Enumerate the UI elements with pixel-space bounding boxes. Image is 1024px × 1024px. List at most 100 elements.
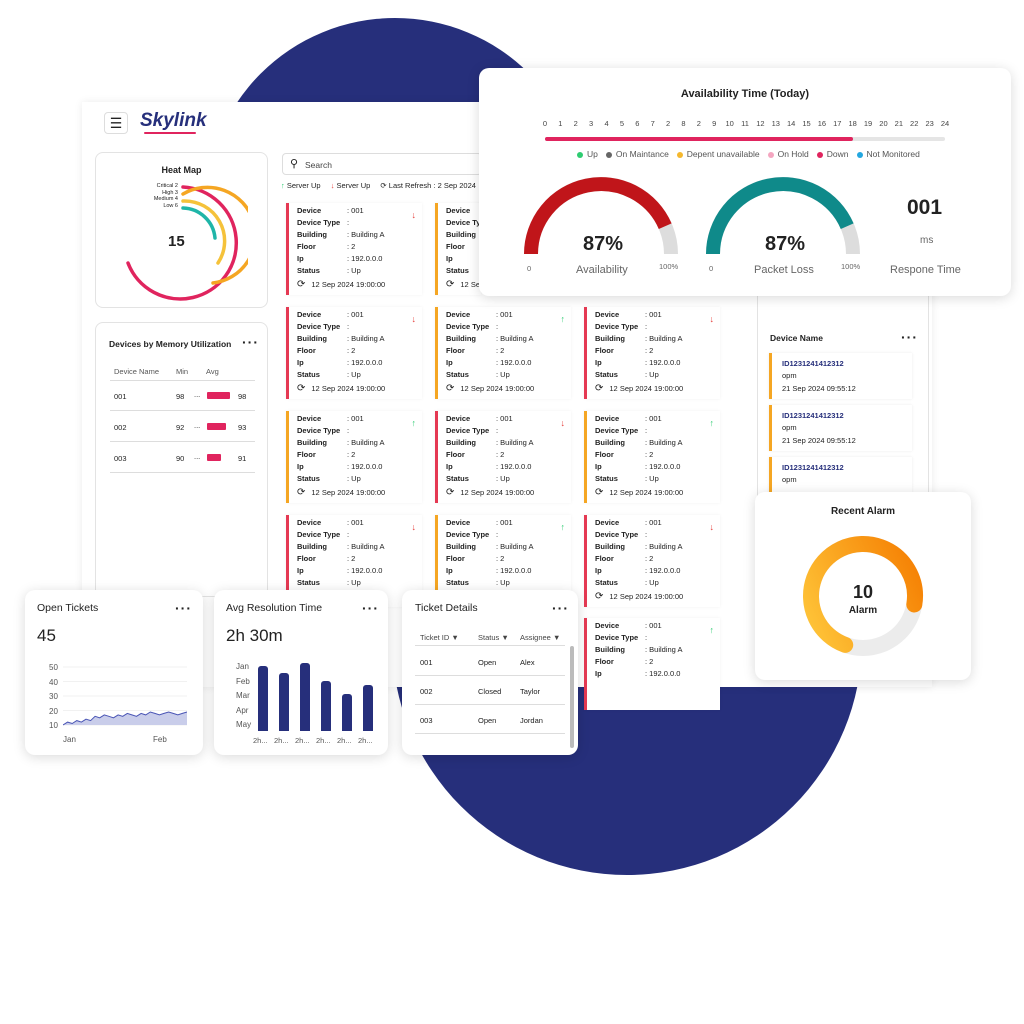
device-card[interactable]: Device: 001 Device Typ: Building: Building…: [435, 203, 481, 295]
hour-label: 2: [696, 119, 701, 128]
legend-dot-icon: [605, 151, 612, 158]
open-tickets-chart: [63, 666, 187, 726]
device-field-building: Building: Building A: [297, 542, 385, 551]
ticket-status-header[interactable]: Status ▼: [478, 633, 509, 642]
heat-map-panel: Heat Map Critical 2 High 3 Medium 4 Low …: [95, 152, 268, 308]
memory-row[interactable]: 002 92... 93: [110, 416, 255, 442]
ticket-scrollbar[interactable]: [570, 646, 574, 748]
device-field-floor: Floor: 2: [446, 554, 505, 563]
device-field-ip: Ip: 192.0.0.0: [446, 566, 532, 575]
availability-legend: Up On Maintance Depent unavailable On Hold D…: [569, 149, 920, 159]
arrow-down-icon: ↓: [560, 418, 566, 428]
y-tick-label: 30: [49, 692, 58, 701]
device-field-floor: Floor: 2: [297, 242, 356, 251]
open-tickets-line: [63, 711, 187, 726]
ticket-details-title: Ticket Details: [415, 602, 478, 614]
hour-label: 17: [833, 119, 842, 128]
memory-avg-bar: [207, 392, 230, 399]
memory-header-min: Min: [176, 367, 189, 376]
server-up-label-2: Server Up: [336, 181, 371, 190]
device-field-type: Device Type:: [595, 322, 648, 331]
device-card[interactable]: Device: 001 Device Type: Building: Buildin…: [584, 515, 720, 607]
device-field-type: Device Type:: [595, 633, 648, 642]
open-tickets-value: 45: [37, 626, 56, 645]
device-card[interactable]: Device: 001 Device Type: Building: Buildin…: [286, 203, 422, 295]
ticket-details-more-icon[interactable]: ···: [552, 600, 569, 616]
memory-avg-bar: [207, 454, 221, 461]
legend-label: Down: [826, 149, 849, 159]
server-down-arrow-icon: ↓: [330, 181, 335, 190]
memory-row-min: 98: [176, 392, 185, 401]
device-card[interactable]: Device: 001 Device Type: Building: Buildin…: [435, 307, 571, 399]
resolution-bar: [258, 666, 268, 731]
device-field-ip: Ip: 192.0.0.0: [595, 462, 681, 471]
sync-icon[interactable]: ⟳: [297, 487, 306, 498]
sync-icon[interactable]: ⟳: [595, 383, 604, 394]
status-bar: ↑ Server Up ↓ Server Up ⟳ Last Refresh :…: [281, 181, 476, 190]
device-card[interactable]: Device: 001 Device Type: Building: Buildin…: [584, 411, 720, 503]
menu-icon[interactable]: ☰: [104, 112, 128, 134]
hour-label: 4: [604, 119, 609, 128]
device-field-type: Device Type:: [297, 530, 350, 539]
device-card[interactable]: Device: 001 Device Type: Building: Buildin…: [286, 411, 422, 503]
ticket-id-header[interactable]: Ticket ID ▼: [420, 633, 459, 642]
server-up-arrow-icon: ↑: [281, 181, 285, 190]
sync-icon[interactable]: ⟳: [595, 591, 604, 602]
device-card[interactable]: Device: 001 Device Type: Building: Buildin…: [435, 411, 571, 503]
device-field-floor: Floor: 2: [595, 554, 654, 563]
memory-row[interactable]: 001 98... 98: [110, 385, 255, 411]
device-field-status: Status: Up: [595, 370, 659, 379]
sync-icon[interactable]: ⟳: [297, 383, 306, 394]
hour-label: 20: [879, 119, 888, 128]
open-tickets-more-icon[interactable]: ···: [175, 600, 192, 616]
device-name-item[interactable]: ID1231241412312 opm 21 Sep 2024 09:55:12: [769, 405, 912, 451]
ticket-row[interactable]: 001 Open Alex: [415, 648, 565, 676]
device-field-floor: Floor: 2: [446, 346, 505, 355]
device-timestamp: ⟳12 Sep 2024 19:00:00: [446, 383, 535, 394]
ticket-assignee-header[interactable]: Assignee ▼: [520, 633, 561, 642]
memory-header-device: Device Name: [114, 367, 160, 376]
sync-icon[interactable]: ⟳: [595, 487, 604, 498]
arrow-up-icon: ↑: [560, 522, 566, 532]
device-field-floor: Floor: 2: [595, 450, 654, 459]
device-field-device: Device: 001: [595, 621, 662, 630]
ticket-details-card: Ticket Details ··· Ticket ID ▼ Status ▼ …: [402, 590, 578, 755]
device-card[interactable]: Device: 001 Device Type: Building: Buildin…: [286, 307, 422, 399]
sync-icon[interactable]: ⟳: [446, 383, 455, 394]
ticket-id: 003: [420, 716, 433, 725]
packet-loss-max: 100%: [841, 262, 861, 271]
device-field-ip: Ip: 192.0.0.0: [595, 669, 681, 678]
hour-label: 9: [712, 119, 717, 128]
avg-resolution-card: Avg Resolution Time ··· 2h 30m Jan Feb Mar…: [214, 590, 388, 755]
memory-row[interactable]: 003 90... 91: [110, 447, 255, 473]
device-field-building: Building: Building A: [446, 542, 534, 551]
device-field-ip: Ip: 192.0.0.0: [297, 254, 383, 263]
avg-resolution-more-icon[interactable]: ···: [362, 600, 379, 616]
device-field-device: Device: 001: [297, 414, 364, 423]
device-card[interactable]: Device: 001 Device Type: Building: Buildin…: [584, 307, 720, 399]
ticket-assignee: Alex: [520, 658, 535, 667]
legend-dot-icon: [816, 151, 823, 158]
device-name-more-icon[interactable]: ···: [901, 329, 918, 345]
availability-gauge: [524, 177, 678, 255]
device-field-device: Device: 001: [446, 206, 471, 215]
search-input[interactable]: ⚲ Search: [282, 153, 482, 175]
device-card[interactable]: Device: 001 Device Type: Building: Buildin…: [584, 618, 720, 710]
device-field-device: Device: 001: [595, 518, 662, 527]
y-tick-label: Jan: [236, 662, 249, 671]
availability-gauge-min: 0: [527, 264, 532, 273]
sync-icon[interactable]: ⟳: [446, 487, 455, 498]
hour-label: 12: [756, 119, 765, 128]
hour-label: 5: [619, 119, 624, 128]
sync-icon[interactable]: ⟳: [297, 279, 306, 290]
ticket-row[interactable]: 003 Open Jordan: [415, 706, 565, 734]
sync-icon[interactable]: ⟳: [446, 279, 455, 290]
brand-underline: [144, 132, 196, 134]
refresh-icon[interactable]: ⟳: [380, 181, 387, 190]
arrow-up-icon: ↑: [411, 418, 417, 428]
ticket-row[interactable]: 002 Closed Taylor: [415, 677, 565, 705]
legend-dot-icon: [856, 151, 863, 158]
resolution-bar: [342, 694, 352, 731]
memory-more-icon[interactable]: ···: [242, 334, 259, 350]
device-name-item[interactable]: ID1231241412312 opm 21 Sep 2024 09:55:12: [769, 353, 912, 399]
